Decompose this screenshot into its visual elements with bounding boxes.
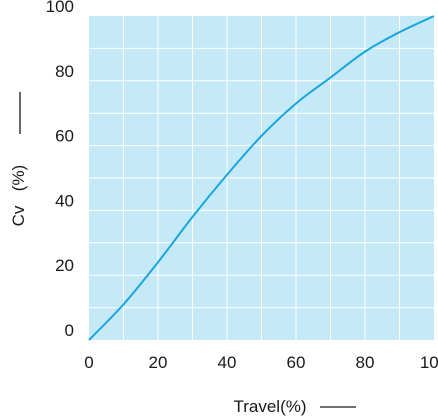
y-tick-labels: 0 20 40 60 80 100 <box>46 0 74 340</box>
y-tick-label: 100 <box>46 0 74 16</box>
y-tick-label: 80 <box>55 62 74 81</box>
y-tick-label: 40 <box>55 191 74 210</box>
y-tick-label: 20 <box>55 256 74 275</box>
x-tick-label: 40 <box>218 353 237 372</box>
y-axis-label: Cv <box>9 205 28 226</box>
y-tick-label: 60 <box>55 127 74 146</box>
x-tick-label: 20 <box>149 353 168 372</box>
x-tick-labels: 0 20 40 60 80 100 <box>84 353 438 372</box>
y-axis-unit: (%) <box>9 165 28 191</box>
x-tick-label: 80 <box>356 353 375 372</box>
y-tick-label: 0 <box>65 321 74 340</box>
x-tick-label: 100 <box>420 353 438 372</box>
x-tick-label: 0 <box>84 353 93 372</box>
x-axis-label: Travel(%) <box>233 397 306 416</box>
series-line <box>88 15 435 341</box>
x-tick-label: 60 <box>287 353 306 372</box>
grid <box>89 16 434 340</box>
